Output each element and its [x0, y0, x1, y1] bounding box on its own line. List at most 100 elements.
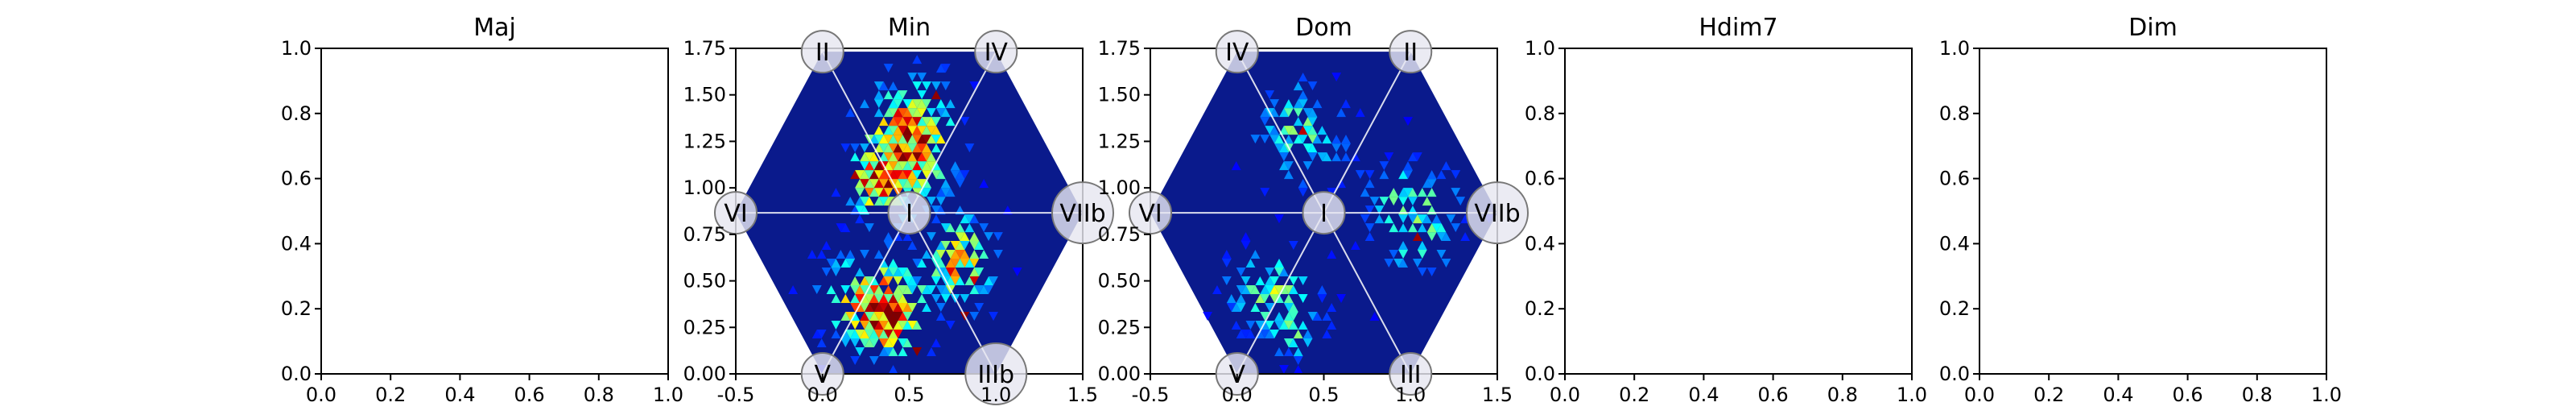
density-cell — [845, 108, 856, 118]
density-cell — [865, 161, 874, 171]
density-cell — [898, 338, 908, 348]
density-cell — [1293, 135, 1303, 144]
density-cell — [917, 143, 927, 153]
density-cell — [873, 303, 884, 313]
density-cell — [969, 250, 980, 259]
density-cell — [945, 268, 956, 277]
density-cell — [907, 321, 918, 330]
density-cell — [1212, 285, 1222, 295]
density-cell — [883, 152, 894, 162]
x-tick: -0.5 — [1132, 374, 1169, 406]
density-cell — [845, 197, 856, 206]
density-cell — [893, 170, 903, 180]
density-cell — [860, 303, 869, 313]
y-tick: 1.75 — [683, 37, 736, 60]
density-cell — [1408, 197, 1418, 206]
density-cell — [1389, 197, 1399, 206]
density-cell — [873, 312, 884, 322]
density-cell — [1436, 223, 1447, 233]
density-cell — [1317, 285, 1327, 295]
density-cell — [912, 347, 923, 357]
density-cell — [984, 232, 994, 242]
density-cell — [873, 330, 884, 339]
y-tick: 0.25 — [683, 316, 736, 338]
density-cell — [816, 338, 827, 348]
density-cell — [993, 232, 1003, 242]
node: IV — [974, 30, 1018, 74]
density-cell — [893, 99, 903, 109]
density-cell — [1408, 223, 1418, 233]
y-tick: 0.6 — [281, 168, 321, 190]
density-cell — [907, 99, 918, 109]
density-cell — [1236, 294, 1246, 304]
node-circle — [1302, 191, 1346, 235]
density-cell — [931, 294, 941, 304]
density-cell — [1426, 179, 1437, 189]
density-cell — [1245, 259, 1256, 268]
density-cell — [912, 321, 923, 330]
density-cell — [969, 259, 980, 268]
node: VIIb — [1466, 181, 1529, 245]
density-cell — [878, 268, 889, 277]
density-cell — [1408, 214, 1418, 224]
density-cell — [1260, 330, 1270, 339]
density-cell — [902, 285, 913, 295]
density-cell — [1331, 135, 1342, 144]
density-cell — [1322, 135, 1332, 144]
density-cell — [931, 205, 941, 215]
density-cell — [1236, 268, 1246, 277]
density-cell — [945, 223, 956, 233]
density-cell — [1364, 205, 1375, 215]
density-cell — [831, 268, 841, 277]
density-cell — [893, 179, 903, 189]
density-cell — [883, 179, 894, 189]
node: II — [1389, 30, 1433, 74]
density-cell — [1283, 99, 1294, 109]
density-cell — [1283, 108, 1294, 118]
density-cell — [950, 268, 960, 277]
density-cell — [1274, 312, 1284, 322]
density-cell — [1317, 152, 1327, 162]
density-cell — [883, 303, 894, 313]
density-cell — [1255, 321, 1265, 330]
density-cell — [1312, 135, 1323, 144]
density-cell — [907, 276, 918, 286]
density-cell — [1269, 294, 1280, 304]
density-cell — [893, 330, 903, 339]
density-cell — [873, 90, 884, 100]
density-cell — [969, 268, 980, 277]
density-cell — [917, 152, 927, 162]
node-circle — [1466, 181, 1529, 245]
density-cell — [1389, 223, 1399, 233]
density-cell — [902, 321, 913, 330]
density-cell — [1350, 241, 1360, 251]
y-ticks: 0.0 0.2 0.4 0.6 0.8 1.0 — [281, 37, 321, 385]
density-cell — [865, 312, 874, 322]
density-cell — [1293, 347, 1303, 357]
x-tick: 0.4 — [444, 374, 475, 406]
density-cell — [1250, 285, 1261, 295]
density-cell — [888, 330, 898, 339]
density-cell — [860, 330, 869, 339]
density-cell — [1364, 232, 1375, 242]
node-circle — [1215, 30, 1259, 74]
density-cell — [907, 161, 918, 171]
density-cell — [1245, 321, 1256, 330]
y-tick: 0.00 — [1098, 363, 1150, 385]
density-cell — [907, 303, 918, 313]
density-cell — [902, 143, 913, 153]
y-tick-label: 0.2 — [1939, 297, 1970, 320]
density-cell — [955, 170, 965, 180]
x-tick-label: 0.2 — [2033, 384, 2064, 406]
density-cell — [878, 188, 889, 197]
density-cell — [917, 259, 927, 268]
density-cell — [1327, 250, 1337, 259]
density-cell — [878, 135, 889, 144]
y-tick-label: 1.75 — [1098, 37, 1141, 60]
x-tick: 0.8 — [584, 374, 614, 406]
density-cell — [912, 152, 923, 162]
density-cell — [893, 161, 903, 171]
y-tick: 0.2 — [1525, 297, 1565, 320]
density-cell — [1417, 250, 1427, 259]
x-ticks: -0.5 0.0 0.5 1.0 1.5 — [1132, 374, 1513, 406]
